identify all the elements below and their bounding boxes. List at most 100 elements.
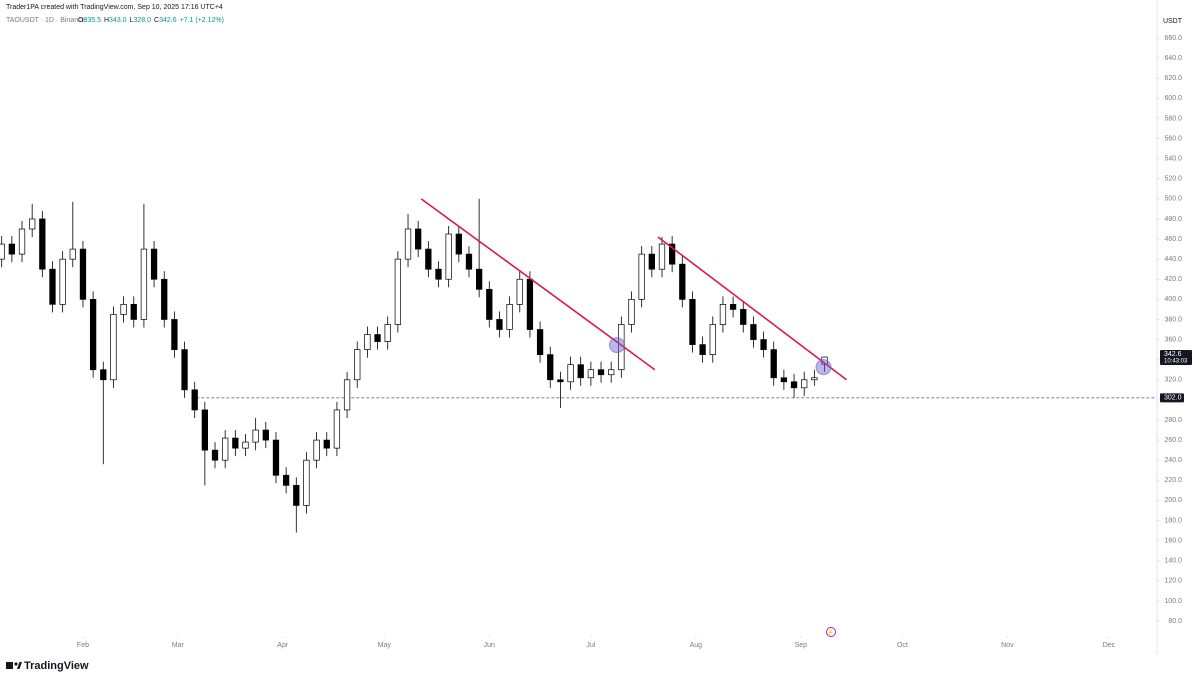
candle-body bbox=[140, 248, 148, 320]
candle-body bbox=[740, 309, 747, 325]
candle-body bbox=[100, 369, 107, 381]
candle bbox=[79, 241, 87, 308]
candle-body bbox=[191, 389, 198, 411]
candle bbox=[536, 321, 544, 363]
candle bbox=[8, 236, 15, 263]
candle-body bbox=[547, 354, 554, 381]
candle bbox=[445, 225, 452, 288]
candle bbox=[668, 236, 676, 273]
candle-body bbox=[364, 334, 371, 350]
candle bbox=[455, 225, 462, 263]
candle-body bbox=[404, 228, 412, 260]
y-tick-label: 640.0 bbox=[1164, 55, 1182, 62]
x-tick-label: Jun bbox=[484, 642, 495, 649]
y-tick-label: 400.0 bbox=[1164, 296, 1182, 303]
candle bbox=[333, 401, 341, 457]
candle bbox=[648, 246, 655, 278]
candle-body bbox=[161, 278, 168, 320]
candle-body bbox=[780, 377, 788, 383]
y-tick-label: 420.0 bbox=[1164, 276, 1182, 283]
candle-body bbox=[628, 299, 635, 325]
candle-body bbox=[394, 258, 402, 325]
candle bbox=[608, 361, 615, 383]
logo-dot bbox=[14, 662, 18, 666]
candle bbox=[120, 296, 127, 323]
y-tick-label: 360.0 bbox=[1164, 336, 1182, 343]
candle bbox=[39, 210, 46, 278]
legend-change: +7.1 (+2.12%) bbox=[180, 17, 224, 24]
candle bbox=[760, 331, 767, 358]
candle bbox=[323, 432, 330, 457]
candle-body bbox=[293, 484, 300, 506]
candle bbox=[689, 291, 696, 353]
candle bbox=[374, 326, 381, 350]
candle-body bbox=[150, 248, 158, 280]
candle bbox=[415, 220, 422, 258]
candle bbox=[293, 477, 300, 533]
candle-body bbox=[89, 299, 97, 371]
candle-body bbox=[668, 243, 676, 265]
candle bbox=[313, 432, 320, 469]
candle-body bbox=[719, 304, 727, 325]
candle bbox=[547, 346, 554, 388]
x-tick-label: Feb bbox=[77, 642, 89, 649]
candle-body bbox=[343, 379, 351, 411]
x-tick-label: Nov bbox=[1001, 642, 1014, 649]
candle bbox=[658, 237, 666, 278]
candle-body bbox=[354, 349, 361, 381]
x-tick-label: Apr bbox=[277, 642, 289, 649]
candle bbox=[354, 341, 361, 388]
candle bbox=[303, 452, 310, 514]
candle-body bbox=[211, 449, 219, 461]
candle bbox=[211, 442, 219, 469]
candle bbox=[526, 271, 534, 338]
candle bbox=[425, 241, 432, 278]
candle-body bbox=[699, 344, 706, 355]
candle-body bbox=[313, 439, 320, 461]
candle-body bbox=[526, 278, 534, 330]
legend-close-label: C bbox=[154, 17, 159, 24]
candle-body bbox=[120, 304, 127, 315]
candle bbox=[486, 281, 493, 328]
candle bbox=[0, 236, 5, 268]
candle bbox=[343, 371, 351, 418]
candle-body bbox=[760, 339, 767, 350]
candle bbox=[435, 261, 442, 288]
y-tick-label: 600.0 bbox=[1164, 95, 1182, 102]
ohlc-legend: O335.5 H343.0 L328.0 C342.6 +7.1 (+2.12%) bbox=[78, 17, 224, 24]
candle bbox=[252, 417, 259, 451]
x-tick-label: Dec bbox=[1103, 642, 1116, 649]
y-tick-label: 280.0 bbox=[1164, 417, 1182, 424]
candle bbox=[201, 401, 209, 486]
last-price-tag bbox=[1160, 350, 1192, 366]
level-label: 302.0 bbox=[1164, 395, 1182, 402]
candle-body bbox=[811, 377, 818, 381]
candle bbox=[29, 203, 36, 238]
candle bbox=[150, 241, 158, 288]
candle-body bbox=[384, 324, 391, 342]
legend-low: 328.0 bbox=[133, 17, 151, 24]
candle-body bbox=[608, 369, 615, 376]
candle-body bbox=[689, 299, 696, 345]
header-credit: Trader1PA created with TradingView.com, … bbox=[6, 4, 223, 11]
candle-body bbox=[171, 319, 178, 350]
candle-body bbox=[425, 248, 432, 270]
event-icon bbox=[826, 627, 836, 637]
y-tick-label: 440.0 bbox=[1164, 256, 1182, 263]
y-tick-label: 240.0 bbox=[1164, 457, 1182, 464]
candle-body bbox=[729, 304, 737, 310]
candle-body bbox=[59, 258, 66, 305]
candle-body bbox=[465, 253, 473, 270]
candle-body bbox=[201, 409, 209, 451]
candle-body bbox=[648, 253, 655, 270]
candle bbox=[100, 361, 107, 465]
candle-body bbox=[801, 379, 808, 389]
candle bbox=[709, 316, 716, 363]
candle-body bbox=[557, 379, 564, 383]
y-tick-label: 500.0 bbox=[1164, 196, 1182, 203]
y-tick-label: 220.0 bbox=[1164, 477, 1182, 484]
currency: USDT bbox=[1163, 18, 1183, 25]
